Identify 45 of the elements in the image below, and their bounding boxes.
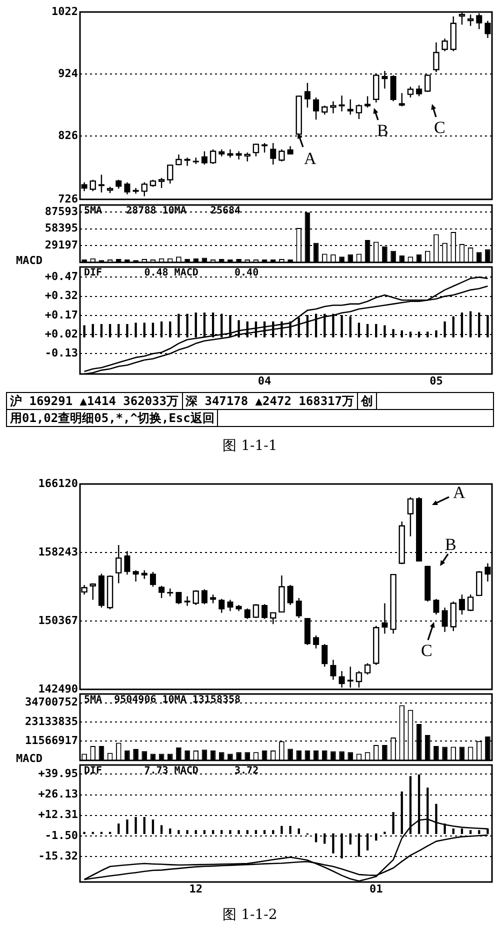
chart-subtitle: DIF 0.48 MACD 0.40 <box>84 268 259 279</box>
y-tick-label: +39.95 <box>38 767 78 780</box>
y-tick-label: +0.17 <box>44 308 78 322</box>
caption: 图 1-1-2 <box>222 906 278 924</box>
y-tick-label: 1022 <box>52 4 78 18</box>
y-tick-label: 158243 <box>38 545 78 558</box>
y-tick-label: +0.47 <box>44 270 78 284</box>
caption: 图 1-1-1 <box>222 437 278 455</box>
text: 创 <box>358 393 377 409</box>
chart-subtitle: 5MA 9504906 10MA 13158358 <box>84 694 241 706</box>
y-tick-label: 11566917 <box>25 734 78 748</box>
y-tick-label: 142490 <box>38 682 78 696</box>
y-tick-label: +12.31 <box>38 808 78 822</box>
text: 用01,02查明细05,*,^切换,Esc返回 <box>7 410 218 426</box>
y-tick-label: -1.50 <box>44 828 78 842</box>
y-tick-label: 23133835 <box>25 714 78 728</box>
annotation: B <box>377 121 388 140</box>
y-tick-label: 826 <box>58 128 78 142</box>
y-tick-label: -0.13 <box>44 346 78 360</box>
chart-subtitle: DIF 7.73 MACD 3.72 <box>84 766 259 777</box>
y-tick-label: +0.02 <box>44 327 78 340</box>
y-tick-label: 29197 <box>44 238 78 252</box>
y-tick-label: 924 <box>58 66 78 80</box>
y-tick-label: +0.32 <box>44 289 78 302</box>
y-axis-title: MACD <box>16 254 43 267</box>
y-tick-label: 87593 <box>44 204 78 218</box>
y-axis-title: MACD <box>16 752 43 765</box>
annotation: C <box>434 118 446 137</box>
y-tick-label: 34700752 <box>25 696 78 709</box>
y-tick-label: -15.32 <box>38 849 78 862</box>
y-tick-label: 58395 <box>44 222 78 235</box>
y-tick-label: 166120 <box>38 476 78 490</box>
annotation: A <box>304 149 316 168</box>
annotation: A <box>453 483 466 502</box>
x-tick-label: 04 <box>258 374 272 388</box>
text: 沪 169291 ▲1414 362033万 <box>7 393 182 409</box>
y-tick-label: +26.13 <box>38 788 78 801</box>
annotation: C <box>421 641 432 660</box>
x-tick-label: 05 <box>430 374 443 388</box>
annotation: B <box>445 535 456 554</box>
y-tick-label: 726 <box>58 192 78 206</box>
x-tick-label: 01 <box>370 882 384 896</box>
y-tick-label: 150367 <box>38 614 78 627</box>
x-tick-label: 12 <box>189 882 202 896</box>
text: 深 347178 ▲2472 168317万 <box>182 393 358 409</box>
